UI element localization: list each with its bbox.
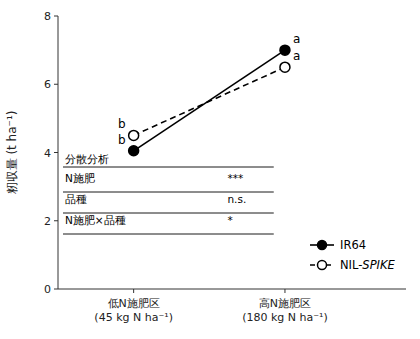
table-rule — [63, 167, 274, 168]
point — [280, 62, 290, 72]
y-tick-label: 6 — [44, 78, 51, 91]
legend: IR64 NIL-SPIKE — [310, 238, 396, 272]
anova-factor: N施肥×品種 — [65, 214, 126, 226]
y-tick — [54, 16, 58, 17]
series — [129, 45, 290, 156]
legend-label: NIL-SPIKE — [340, 258, 396, 272]
significance-label: b — [118, 117, 126, 131]
y-tick-label: 4 — [44, 147, 51, 160]
plot-area — [129, 45, 290, 156]
point — [129, 146, 139, 156]
y-tick — [54, 152, 58, 153]
axes: 0 2 4 6 8 籾収量 (t ha⁻¹) 低N施肥区(45 kg N ha⁻¹) 高N施肥… — [5, 10, 406, 324]
anova-table: 分散分析 N施肥 *** 品種 n.s. N施肥×品種 * — [63, 153, 274, 234]
significance-label: b — [118, 133, 126, 147]
x-tick-label-line: (45 kg N ha⁻¹) — [94, 311, 173, 324]
x-axis-line — [58, 289, 406, 290]
x-tick-label-line: 高N施肥区 — [259, 297, 311, 310]
anova-title: 分散分析 — [65, 153, 109, 166]
legend-marker — [318, 241, 327, 250]
y-axis-label: 籾収量 (t ha⁻¹) — [5, 111, 19, 195]
point — [129, 130, 139, 140]
y-tick-label: 2 — [44, 215, 51, 228]
series-line — [134, 50, 285, 151]
table-rule — [63, 234, 274, 235]
x-tick — [133, 289, 134, 293]
x-tick — [284, 289, 285, 293]
x-tick-label-line: 低N施肥区 — [108, 297, 160, 310]
y-tick — [54, 289, 58, 290]
x-tick-label: 低N施肥区(45 kg N ha⁻¹) — [94, 297, 173, 324]
anova-result: * — [227, 214, 232, 226]
point — [280, 45, 290, 55]
legend-label-part: SPIKE — [362, 258, 395, 272]
anova-result: n.s. — [227, 193, 246, 205]
significance-label: a — [293, 32, 300, 46]
legend-label: IR64 — [340, 238, 366, 252]
y-tick-label: 8 — [44, 10, 51, 23]
legend-label-part: NIL- — [340, 258, 362, 272]
y-tick — [54, 220, 58, 221]
anova-factor: N施肥 — [65, 172, 95, 184]
y-tick-label: 0 — [44, 283, 51, 296]
significance-labels: b a b a — [118, 32, 300, 147]
anova-result: *** — [227, 172, 243, 184]
chart: 0 2 4 6 8 籾収量 (t ha⁻¹) 低N施肥区(45 kg N ha⁻¹) 高N施肥… — [0, 0, 420, 339]
anova-factor: 品種 — [65, 193, 87, 205]
x-tick-label: 高N施肥区(180 kg N ha⁻¹) — [242, 297, 328, 324]
x-tick-label-line: (180 kg N ha⁻¹) — [242, 311, 328, 324]
y-tick — [54, 84, 58, 85]
significance-label: a — [293, 49, 300, 63]
legend-marker — [318, 261, 327, 270]
